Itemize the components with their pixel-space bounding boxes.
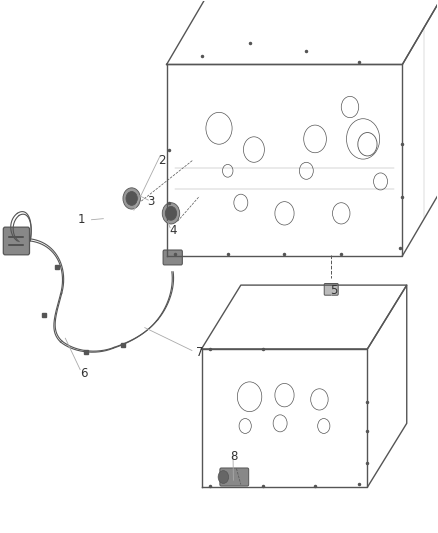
Text: 5: 5 [330,284,337,297]
Circle shape [126,191,138,205]
Circle shape [218,471,229,483]
Text: 8: 8 [230,450,238,463]
Text: 1: 1 [78,213,85,226]
Circle shape [162,203,180,224]
Text: 6: 6 [80,367,88,381]
Circle shape [165,206,177,220]
Text: 2: 2 [159,154,166,167]
Text: 7: 7 [196,346,203,359]
FancyBboxPatch shape [163,250,182,265]
FancyBboxPatch shape [4,227,29,255]
Text: 3: 3 [148,195,155,208]
FancyBboxPatch shape [220,468,249,486]
Text: 4: 4 [170,224,177,237]
FancyBboxPatch shape [324,284,338,295]
Circle shape [123,188,141,209]
